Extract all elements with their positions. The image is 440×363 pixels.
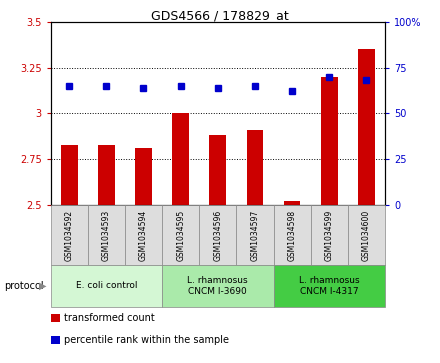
Text: GSM1034600: GSM1034600 bbox=[362, 209, 371, 261]
Bar bbox=[209, 135, 226, 205]
Bar bbox=[236, 205, 274, 265]
Text: GSM1034594: GSM1034594 bbox=[139, 209, 148, 261]
Text: percentile rank within the sample: percentile rank within the sample bbox=[64, 335, 229, 345]
Text: GSM1034599: GSM1034599 bbox=[325, 209, 334, 261]
Text: L. rhamnosus
CNCM I-4317: L. rhamnosus CNCM I-4317 bbox=[299, 276, 359, 295]
Bar bbox=[125, 205, 162, 265]
Bar bbox=[348, 205, 385, 265]
Text: GSM1034592: GSM1034592 bbox=[65, 209, 73, 261]
Text: GSM1034593: GSM1034593 bbox=[102, 209, 111, 261]
Bar bbox=[274, 205, 311, 265]
Bar bbox=[284, 201, 301, 205]
Bar bbox=[88, 205, 125, 265]
Bar bbox=[172, 114, 189, 205]
Bar bbox=[311, 205, 348, 265]
Bar bbox=[162, 205, 199, 265]
Bar bbox=[135, 148, 152, 205]
Text: L. rhamnosus
CNCM I-3690: L. rhamnosus CNCM I-3690 bbox=[187, 276, 248, 295]
Text: ▶: ▶ bbox=[39, 281, 46, 291]
Text: E. coli control: E. coli control bbox=[76, 281, 137, 290]
Bar bbox=[162, 265, 274, 307]
Text: GSM1034598: GSM1034598 bbox=[288, 209, 297, 261]
Bar bbox=[358, 49, 375, 205]
Bar bbox=[51, 205, 88, 265]
Bar bbox=[199, 205, 236, 265]
Text: protocol: protocol bbox=[4, 281, 44, 291]
Text: GDS4566 / 178829_at: GDS4566 / 178829_at bbox=[151, 9, 289, 22]
Text: transformed count: transformed count bbox=[64, 313, 154, 323]
Text: GSM1034595: GSM1034595 bbox=[176, 209, 185, 261]
Text: GSM1034597: GSM1034597 bbox=[250, 209, 260, 261]
Text: GSM1034596: GSM1034596 bbox=[213, 209, 222, 261]
Bar bbox=[98, 144, 115, 205]
Bar bbox=[274, 265, 385, 307]
Bar bbox=[51, 265, 162, 307]
Bar bbox=[321, 77, 337, 205]
Bar bbox=[61, 144, 77, 205]
Bar bbox=[246, 130, 263, 205]
